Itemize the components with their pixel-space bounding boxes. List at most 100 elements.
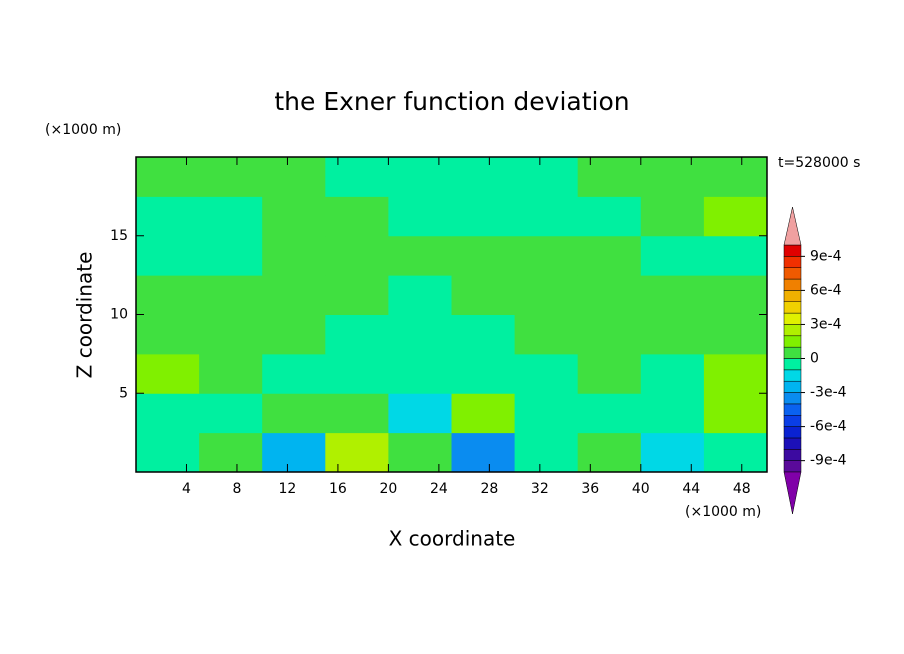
field-cell xyxy=(199,353,263,394)
field-cell xyxy=(325,432,389,473)
x-tick-label: 12 xyxy=(279,481,297,497)
x-tick-label: 16 xyxy=(329,481,347,497)
x-tick-label: 8 xyxy=(232,481,241,497)
field-cell xyxy=(199,432,263,473)
colorbar-tick-label: 3e-4 xyxy=(810,316,842,332)
y-unit: (×1000 m) xyxy=(45,122,121,138)
field-cell xyxy=(325,353,389,394)
field-cell xyxy=(640,275,705,315)
field-cell xyxy=(262,235,326,276)
field-cell xyxy=(451,393,516,434)
field-cell xyxy=(199,196,263,237)
field-cell xyxy=(262,353,326,394)
field-cell xyxy=(514,196,579,237)
field-cell xyxy=(136,157,200,197)
field-cell xyxy=(325,393,389,434)
field-cell xyxy=(640,353,705,394)
field-cell xyxy=(514,314,579,355)
field-cell xyxy=(262,196,326,237)
field-cell xyxy=(388,393,452,434)
field-cell xyxy=(388,275,452,315)
colorbar-box xyxy=(783,324,802,337)
field-cell xyxy=(199,314,263,355)
colorbar-tick-label: 9e-4 xyxy=(810,248,842,264)
x-unit: (×1000 m) xyxy=(685,504,761,520)
colorbar-box xyxy=(783,312,802,325)
x-tick-label: 44 xyxy=(682,481,700,497)
field-cell xyxy=(703,432,768,473)
colorbar-extend-low xyxy=(783,471,802,515)
x-tick-label: 28 xyxy=(480,481,498,497)
field-cell xyxy=(577,353,642,394)
field-cell xyxy=(640,157,705,197)
field-cell xyxy=(577,196,642,237)
field-cell xyxy=(136,353,200,394)
field-cell xyxy=(703,393,768,434)
colorbar-box xyxy=(783,346,802,359)
field-cell xyxy=(703,314,768,355)
field-cell xyxy=(451,157,516,197)
field-cell xyxy=(262,314,326,355)
field-cell xyxy=(703,157,768,197)
field-cell xyxy=(136,235,200,276)
colorbar-box xyxy=(783,460,802,473)
colorbar-box xyxy=(783,358,802,371)
time-label: t=528000 s xyxy=(778,155,860,171)
colorbar-box xyxy=(783,301,802,314)
field-cell xyxy=(388,314,452,355)
field-cell xyxy=(262,432,326,473)
colorbar-box xyxy=(783,278,802,291)
field-cell xyxy=(136,196,200,237)
chart-title: the Exner function deviation xyxy=(274,87,629,116)
colorbar-box xyxy=(783,449,802,461)
field-cell xyxy=(514,353,579,394)
field-cell xyxy=(325,235,389,276)
field-cell xyxy=(703,196,768,237)
field-cell xyxy=(451,353,516,394)
field-cell xyxy=(451,196,516,237)
field-cell xyxy=(325,157,389,197)
x-tick-label: 20 xyxy=(379,481,397,497)
field-cell xyxy=(640,235,705,276)
colorbar-box xyxy=(783,426,802,439)
field-cell xyxy=(577,235,642,276)
field-cell xyxy=(577,432,642,473)
field-cell xyxy=(703,275,768,315)
field-cell xyxy=(388,235,452,276)
field-cell xyxy=(262,393,326,434)
colorbar-tick-label: -3e-4 xyxy=(810,385,847,401)
x-tick-label: 32 xyxy=(531,481,549,497)
field-cell xyxy=(640,196,705,237)
field-cell xyxy=(451,432,516,473)
colorbar-box xyxy=(783,256,802,268)
field-cell xyxy=(136,393,200,434)
field-cell xyxy=(640,432,705,473)
field-cell xyxy=(703,235,768,276)
field-cell xyxy=(388,157,452,197)
field-cell xyxy=(514,393,579,434)
field-cell xyxy=(199,157,263,197)
field-cell xyxy=(199,275,263,315)
field-cell xyxy=(325,196,389,237)
field-cell xyxy=(199,393,263,434)
colorbar-box xyxy=(783,415,802,427)
field-cell xyxy=(136,314,200,355)
x-axis-label: X coordinate xyxy=(389,527,516,551)
colorbar-tick-label: 6e-4 xyxy=(810,282,842,298)
colorbar-box xyxy=(783,403,802,416)
colorbar-tick-label: -6e-4 xyxy=(810,419,847,435)
field-cell xyxy=(388,196,452,237)
field-cell xyxy=(451,314,516,355)
colorbar-box xyxy=(783,380,802,393)
field-cell xyxy=(199,235,263,276)
field-cell xyxy=(262,275,326,315)
colorbar-box xyxy=(783,392,802,405)
field-cell xyxy=(577,275,642,315)
colorbar-tick-label: 0 xyxy=(810,351,819,367)
field-cell xyxy=(325,314,389,355)
colorbar-extend-high xyxy=(783,206,802,246)
y-tick-label: 15 xyxy=(110,228,128,244)
x-tick-label: 4 xyxy=(182,481,191,497)
field-cell xyxy=(640,314,705,355)
